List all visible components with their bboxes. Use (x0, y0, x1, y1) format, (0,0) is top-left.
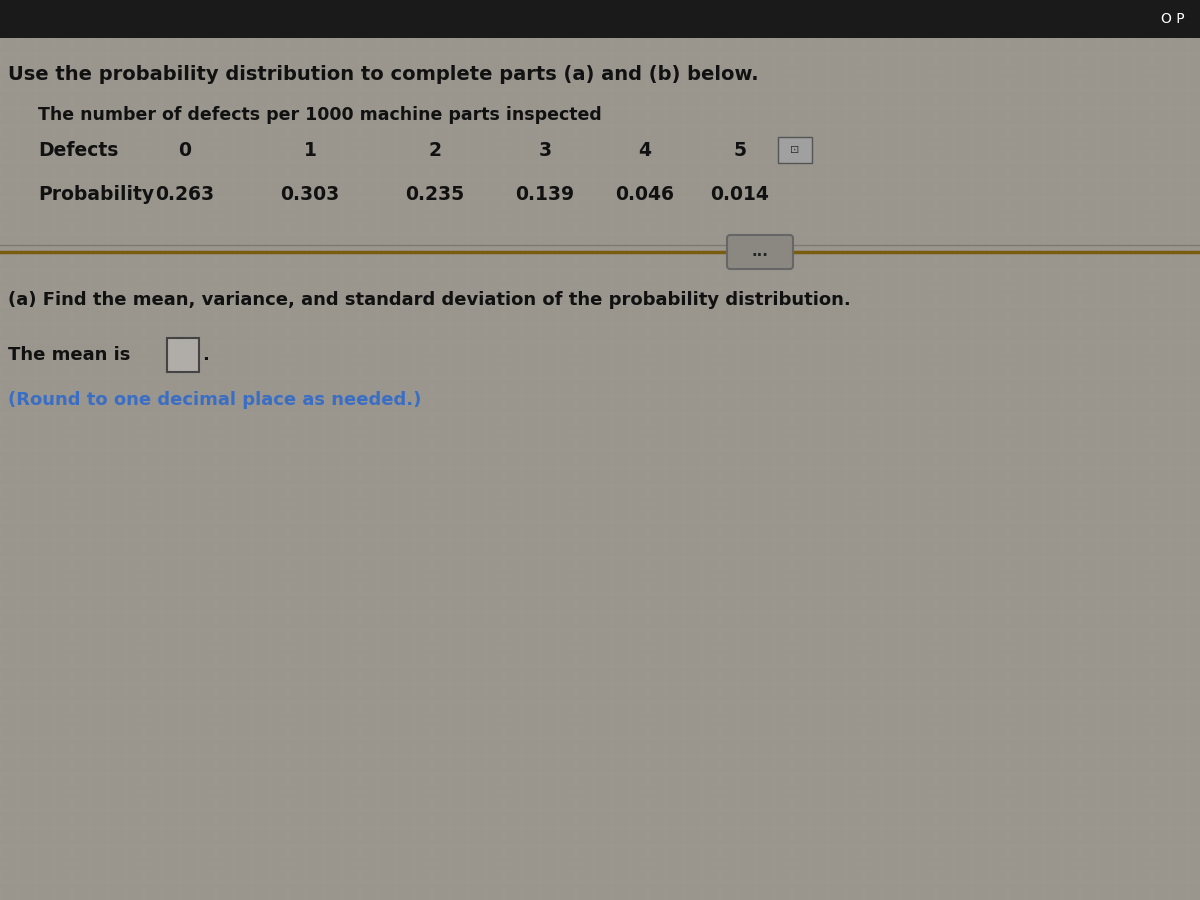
Text: 3: 3 (539, 140, 552, 159)
Text: 0.235: 0.235 (406, 185, 464, 204)
Text: ⊡: ⊡ (791, 145, 799, 155)
Text: The number of defects per 1000 machine parts inspected: The number of defects per 1000 machine p… (38, 106, 601, 124)
Text: 0.014: 0.014 (710, 185, 769, 204)
Text: .: . (202, 346, 209, 364)
Text: Probability: Probability (38, 185, 154, 204)
FancyBboxPatch shape (727, 235, 793, 269)
Text: 4: 4 (638, 140, 652, 159)
Text: 0.046: 0.046 (616, 185, 674, 204)
Text: 0.303: 0.303 (281, 185, 340, 204)
Text: O P: O P (1162, 12, 1186, 26)
Bar (0, 0, 1200, 38)
Text: 0: 0 (179, 140, 192, 159)
Text: Defects: Defects (38, 140, 119, 159)
Text: Use the probability distribution to complete parts (a) and (b) below.: Use the probability distribution to comp… (8, 66, 758, 85)
Text: 0.263: 0.263 (156, 185, 215, 204)
Text: 1: 1 (304, 140, 317, 159)
FancyBboxPatch shape (778, 137, 812, 163)
Text: 0.139: 0.139 (516, 185, 575, 204)
Text: (Round to one decimal place as needed.): (Round to one decimal place as needed.) (8, 391, 421, 409)
FancyBboxPatch shape (167, 338, 199, 372)
Text: The mean is: The mean is (8, 346, 131, 364)
Text: (a) Find the mean, variance, and standard deviation of the probability distribut: (a) Find the mean, variance, and standar… (8, 291, 851, 309)
Text: ...: ... (751, 245, 768, 259)
Text: 5: 5 (733, 140, 746, 159)
Text: 2: 2 (428, 140, 442, 159)
